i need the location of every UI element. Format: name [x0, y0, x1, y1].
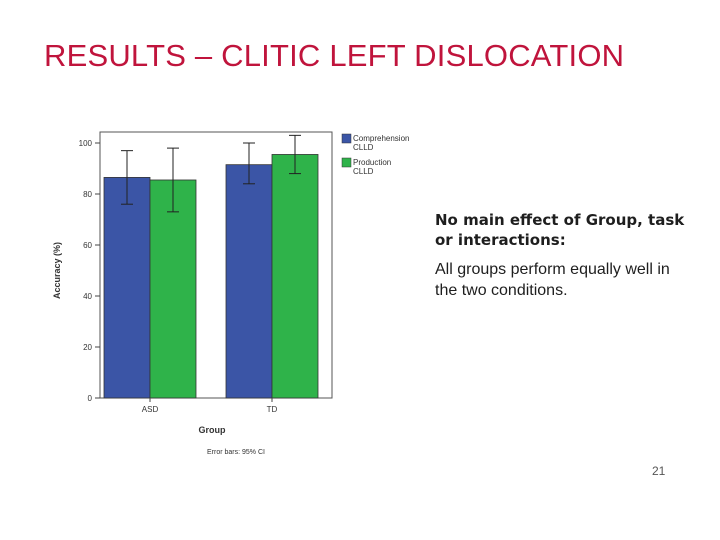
y-tick-label: 100: [79, 139, 93, 148]
y-tick-label: 0: [88, 394, 93, 403]
finding-text: All groups perform equally well in the t…: [435, 261, 670, 299]
slide-title: RESULTS – CLITIC LEFT DISLOCATION: [44, 38, 625, 73]
bar-chart-svg: 0 20 40 60 80 100 Accuracy (%) ASD TD Group Error …: [52, 131, 409, 456]
chart: 0 20 40 60 80 100 Accuracy (%) ASD TD Group Error …: [40, 120, 440, 470]
legend-swatch-production: [341, 157, 352, 168]
bar-asd-production: [149, 179, 197, 399]
bar-td-comprehension: [225, 164, 273, 399]
y-tick-label: 80: [83, 190, 92, 199]
x-tick-label: ASD: [142, 405, 159, 414]
y-axis-label: Accuracy (%): [52, 242, 62, 299]
y-tick-label: 20: [83, 343, 92, 352]
y-tick-label: 40: [83, 292, 92, 301]
bar-asd-comprehension: [103, 177, 151, 399]
x-tick-label: TD: [267, 405, 278, 414]
plot-frame: [99, 131, 333, 399]
y-tick-label: 60: [83, 241, 92, 250]
bar-td-production: [271, 154, 319, 399]
legend-label-production: Production CLLD: [353, 158, 391, 176]
finding-heading: No main effect of Group, task or interac…: [435, 211, 685, 249]
legend-swatch-comprehension: [341, 133, 352, 144]
chart-footnote: Error bars: 95% CI: [207, 449, 265, 456]
page-number: 21: [652, 464, 666, 478]
legend-label-comprehension: Comprehension CLLD: [353, 134, 409, 152]
x-axis-label: Group: [199, 425, 226, 435]
